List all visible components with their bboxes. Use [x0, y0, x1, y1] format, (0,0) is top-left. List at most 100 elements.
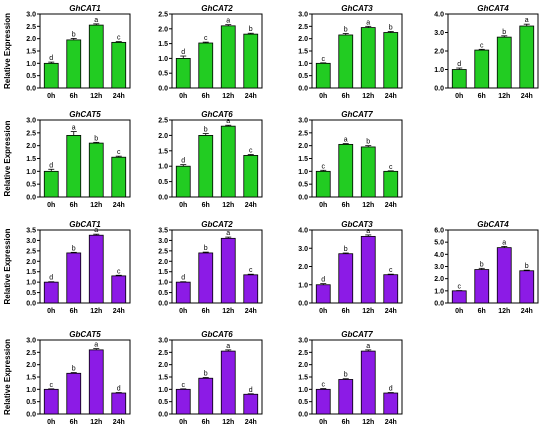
x-tick-label: 24h [113, 202, 125, 209]
bar-24h [383, 274, 399, 304]
x-tick-label: 6h [202, 93, 210, 100]
y-tick-label: 0.0 [26, 301, 36, 308]
bar-24h [383, 170, 399, 198]
y-tick-label: 2.0 [434, 276, 444, 283]
y-tick-label: 2.5 [298, 350, 308, 357]
x-tick-label: 12h [222, 202, 234, 209]
y-tick-label: 2.5 [158, 12, 168, 19]
significance-label: b [480, 261, 484, 268]
y-tick-label: 0.5 [26, 182, 36, 189]
significance-label: c [249, 267, 253, 274]
plot-frame [171, 13, 263, 89]
significance-label: b [389, 25, 393, 32]
significance-label: a [94, 342, 98, 349]
y-tick-label: 2.5 [26, 24, 36, 31]
bar-6h [338, 253, 354, 304]
y-tick-label: 3.5 [26, 228, 36, 235]
bar-6h [198, 134, 214, 198]
significance-label: b [344, 372, 348, 379]
significance-label: a [525, 17, 529, 24]
y-tick-label: 1.0 [26, 387, 36, 394]
chart-GhCAT7: GhCAT7 0.0 0.5 1.0 1.5 2.0 2.5 3.0 c 0h a 6h b 12h c 24… [298, 110, 403, 209]
chart-GhCAT3: GhCAT3 0.0 0.5 1.0 1.5 2.0 2.5 3.0 c 0h b 6h a 12h b 24… [298, 4, 403, 100]
chart-title: GhCAT1 [69, 4, 101, 13]
chart-title: GbCAT4 [477, 220, 509, 229]
y-axis-label-2: Relative Expression [3, 120, 12, 196]
y-tick-label: 3.0 [298, 338, 308, 345]
significance-label: a [366, 343, 370, 350]
y-tick-label: 1.5 [26, 156, 36, 163]
significance-label: d [389, 386, 393, 393]
y-tick-label: 1.0 [26, 169, 36, 176]
bar-0h [43, 281, 59, 304]
significance-label: d [457, 61, 461, 68]
bar-12h [360, 146, 376, 198]
y-tick-label: 0.0 [158, 195, 168, 202]
y-tick-label: 3.0 [26, 118, 36, 125]
bar-0h [175, 165, 191, 198]
y-tick-label: 2.5 [158, 350, 168, 357]
significance-label: a [226, 230, 230, 237]
y-tick-label: 1.5 [158, 148, 168, 155]
chart-title: GhCAT6 [201, 110, 233, 119]
x-tick-label: 0h [455, 308, 463, 315]
significance-label: c [389, 164, 393, 171]
bar-12h [88, 24, 104, 89]
significance-label: c [322, 163, 326, 170]
chart-title: GhCAT2 [201, 4, 233, 13]
chart-GhCAT5: GhCAT5 0.0 0.5 1.0 1.5 2.0 2.5 3.0 d 0h a 6h b 12h c 24… [26, 110, 131, 209]
significance-label: c [389, 267, 393, 274]
y-tick-label: 1.5 [158, 41, 168, 48]
x-tick-label: 12h [90, 202, 102, 209]
y-tick-label: 3.5 [158, 228, 168, 235]
x-tick-label: 12h [90, 308, 102, 315]
significance-label: b [204, 245, 208, 252]
y-tick-label: 3.0 [26, 238, 36, 245]
y-tick-label: 2.0 [298, 264, 308, 271]
x-tick-label: 6h [478, 93, 486, 100]
x-tick-label: 0h [179, 93, 187, 100]
y-tick-label: 1.0 [26, 61, 36, 68]
x-tick-label: 0h [319, 419, 327, 426]
significance-label: b [72, 245, 76, 252]
x-tick-label: 6h [70, 308, 78, 315]
bar-24h [111, 156, 127, 198]
bar-24h [111, 41, 127, 89]
y-tick-label: 0.0 [298, 301, 308, 308]
significance-label: a [94, 17, 98, 24]
significance-label: b [366, 139, 370, 146]
bar-24h [243, 155, 259, 198]
bar-6h [338, 379, 354, 415]
y-axis-label-4: Relative Expression [3, 339, 12, 415]
y-tick-label: 2.0 [26, 362, 36, 369]
bar-0h [451, 69, 467, 89]
x-tick-label: 6h [70, 93, 78, 100]
x-tick-label: 6h [478, 308, 486, 315]
bar-12h [220, 125, 236, 198]
bar-12h [360, 27, 376, 89]
significance-label: a [502, 239, 506, 246]
plot-frame [171, 119, 263, 198]
x-tick-label: 0h [319, 202, 327, 209]
significance-label: b [249, 26, 253, 33]
chart-title: GhCAT4 [477, 4, 509, 13]
significance-label: c [117, 35, 121, 42]
y-axis-label-3: Relative Expression [3, 228, 12, 304]
chart-GbCAT4: GbCAT4 0.0 1.0 2.0 3.0 4.0 5.0 6.0 c 0h b 6h a 12h b 24… [434, 220, 539, 315]
y-tick-label: 0.0 [26, 86, 36, 93]
x-tick-label: 24h [385, 93, 397, 100]
x-tick-label: 6h [342, 308, 350, 315]
y-tick-label: 1.0 [434, 67, 444, 74]
y-tick-label: 3.0 [158, 238, 168, 245]
y-tick-label: 3.0 [298, 246, 308, 253]
bar-0h [43, 170, 59, 198]
significance-label: c [458, 284, 462, 291]
x-tick-label: 0h [47, 308, 55, 315]
y-tick-label: 0.5 [158, 399, 168, 406]
y-tick-label: 2.5 [26, 350, 36, 357]
bar-24h [243, 274, 259, 304]
bar-12h [220, 25, 236, 89]
bar-0h [175, 388, 191, 415]
significance-label: b [525, 263, 529, 270]
x-tick-label: 24h [385, 308, 397, 315]
